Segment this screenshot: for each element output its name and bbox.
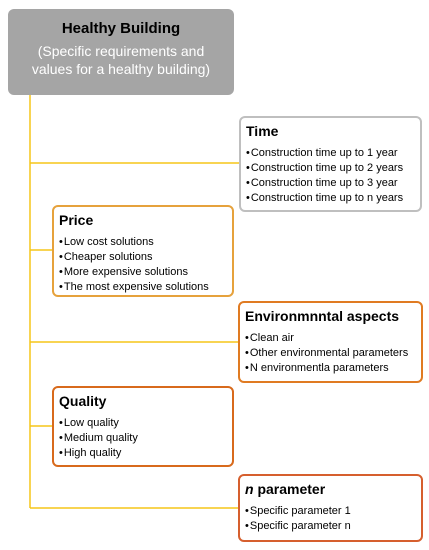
- n-parameter-title: n parameter: [245, 480, 417, 498]
- healthy-building-node: Healthy Building (Specific requirements …: [8, 9, 234, 95]
- list-item: The most expensive solutions: [59, 280, 228, 295]
- list-item: Low cost solutions: [59, 235, 228, 250]
- list-item: Medium quality: [59, 431, 228, 446]
- list-item: N environmentla parameters: [245, 361, 417, 376]
- quality-title: Quality: [59, 393, 107, 409]
- price-list: Low cost solutions Cheaper solutions Mor…: [59, 235, 228, 295]
- environmental-aspects-title: Environmnntal aspects: [245, 308, 400, 324]
- list-item: Construction time up to n years: [246, 191, 416, 206]
- list-item: Specific parameter n: [245, 519, 417, 534]
- time-node: Time Construction time up to 1 year Cons…: [239, 116, 422, 212]
- price-title: Price: [59, 212, 94, 228]
- list-item: High quality: [59, 446, 228, 461]
- list-item: Cheaper solutions: [59, 250, 228, 265]
- time-title: Time: [246, 123, 279, 139]
- root-subtitle-line-1: (Specific requirements and: [37, 43, 205, 59]
- list-item: Clean air: [245, 331, 417, 346]
- list-item: Specific parameter 1: [245, 504, 417, 519]
- list-item: Construction time up to 2 years: [246, 161, 416, 176]
- quality-list: Low quality Medium quality High quality: [59, 416, 228, 461]
- list-item: More expensive solutions: [59, 265, 228, 280]
- n-parameter-title-rest: parameter: [253, 481, 326, 497]
- n-parameter-list: Specific parameter 1 Specific parameter …: [245, 504, 417, 534]
- root-subtitle: (Specific requirements and values for a …: [8, 42, 234, 78]
- environmental-aspects-node: Environmnntal aspects Clean air Other en…: [238, 301, 423, 383]
- n-parameter-title-italic: n: [245, 481, 254, 497]
- n-parameter-node: n parameter Specific parameter 1 Specifi…: [238, 474, 423, 542]
- quality-node: Quality Low quality Medium quality High …: [52, 386, 234, 467]
- list-item: Other environmental parameters: [245, 346, 417, 361]
- root-subtitle-line-2: values for a healthy building): [31, 61, 211, 77]
- environmental-aspects-list: Clean air Other environmental parameters…: [245, 331, 417, 376]
- list-item: Construction time up to 3 year: [246, 176, 416, 191]
- price-node: Price Low cost solutions Cheaper solutio…: [52, 205, 234, 297]
- time-list: Construction time up to 1 year Construct…: [246, 146, 416, 206]
- root-title: Healthy Building: [61, 20, 181, 37]
- list-item: Construction time up to 1 year: [246, 146, 416, 161]
- list-item: Low quality: [59, 416, 228, 431]
